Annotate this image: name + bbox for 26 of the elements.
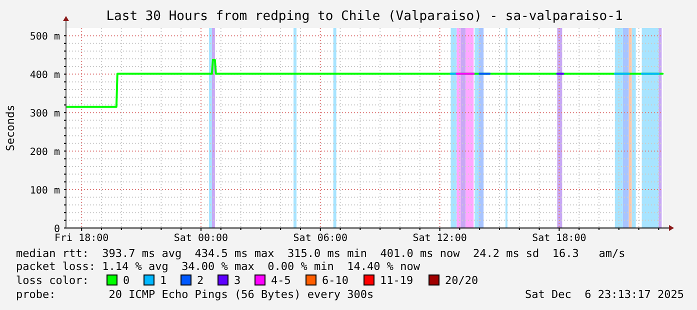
chart-title: Last 30 Hours from redping to Chile (Valparaiso) - sa-valparaiso-1 bbox=[106, 9, 623, 24]
text: median rtt: 393.7 ms avg 434.5 ms max 315.0 ms min 401.0 ms now 24.2 ms sd 16.3 am/s bbox=[16, 247, 626, 260]
x-tick-label: Sat 18:00 bbox=[532, 233, 586, 244]
legend-label: 11-19 bbox=[380, 274, 414, 287]
y-tick-label: 500 m bbox=[30, 32, 60, 43]
y-tick-label: 0 bbox=[54, 224, 60, 235]
text: probe: 20 ICMP Echo Pings (56 Bytes) every 300s bbox=[16, 288, 374, 301]
text: packet loss: 1.14 % avg 34.00 % max 0.00 % min 14.40 % now bbox=[16, 260, 420, 273]
x-tick-label: Sat 12:00 bbox=[412, 233, 467, 244]
legend-label: 4-5 bbox=[271, 274, 291, 287]
legend-label: 1 bbox=[160, 274, 167, 287]
y-tick-label: 300 m bbox=[30, 108, 60, 120]
y-tick-label: 400 m bbox=[30, 70, 60, 82]
y-tick-label: 200 m bbox=[30, 147, 60, 158]
y-tick-label: 100 m bbox=[30, 186, 60, 197]
legend-label: 2 bbox=[197, 274, 204, 287]
legend-title: loss color: bbox=[16, 274, 89, 287]
x-tick-label: Sat 00:00 bbox=[174, 233, 228, 244]
text: Sat Dec 6 23:13:17 2025 bbox=[525, 288, 684, 301]
x-tick-label: Fri 18:00 bbox=[54, 233, 109, 244]
y-axis-title: Seconds bbox=[4, 104, 17, 152]
legend-label: 20/20 bbox=[445, 274, 478, 287]
legend-label: 0 bbox=[123, 274, 130, 287]
legend-label: 6-10 bbox=[322, 274, 348, 287]
x-tick-label: Sat 06:00 bbox=[293, 233, 348, 244]
legend-label: 3 bbox=[234, 274, 241, 287]
